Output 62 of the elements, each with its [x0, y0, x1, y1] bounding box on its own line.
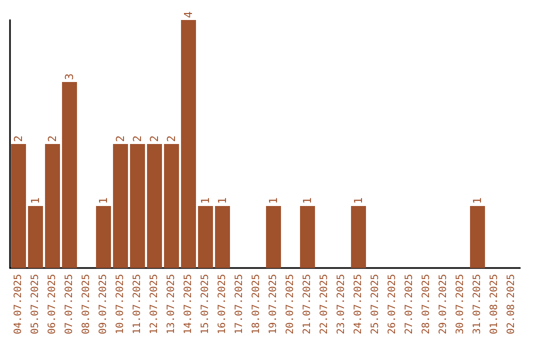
bar	[45, 144, 60, 268]
data-label: 1	[97, 197, 110, 204]
bar	[11, 144, 26, 268]
x-tick-label: 21.07.2025	[302, 274, 313, 334]
x-tick-label: 23.07.2025	[336, 274, 347, 334]
x-tick-label: 06.07.2025	[47, 274, 58, 334]
bar	[300, 206, 315, 268]
x-tick-label: 02.08.2025	[506, 274, 517, 334]
x-tick-label: 30.07.2025	[455, 274, 466, 334]
bar	[96, 206, 111, 268]
data-label: 3	[63, 73, 76, 80]
bar	[164, 144, 179, 268]
x-tick-label: 28.07.2025	[421, 274, 432, 334]
data-label: 1	[216, 197, 229, 204]
bar	[130, 144, 145, 268]
data-label: 1	[352, 197, 365, 204]
x-tick-label: 17.07.2025	[234, 274, 245, 334]
x-tick-label: 18.07.2025	[251, 274, 262, 334]
data-label: 1	[199, 197, 212, 204]
x-tick-label: 04.07.2025	[13, 274, 24, 334]
x-tick-label: 29.07.2025	[438, 274, 449, 334]
data-label: 1	[301, 197, 314, 204]
x-tick-label: 01.08.2025	[489, 274, 500, 334]
x-tick-label: 20.07.2025	[285, 274, 296, 334]
x-tick-label: 13.07.2025	[166, 274, 177, 334]
x-tick-label: 09.07.2025	[98, 274, 109, 334]
data-label: 2	[165, 135, 178, 142]
x-tick-label: 11.07.2025	[132, 274, 143, 334]
bar	[62, 82, 77, 268]
bar	[113, 144, 128, 268]
x-tick-label: 26.07.2025	[387, 274, 398, 334]
data-label: 4	[182, 11, 195, 18]
x-tick-label: 22.07.2025	[319, 274, 330, 334]
x-tick-label: 08.07.2025	[81, 274, 92, 334]
data-label: 2	[114, 135, 127, 142]
x-tick-label: 16.07.2025	[217, 274, 228, 334]
bar	[198, 206, 213, 268]
bar	[470, 206, 485, 268]
bar	[351, 206, 366, 268]
x-tick-label: 05.07.2025	[30, 274, 41, 334]
data-label: 2	[148, 135, 161, 142]
data-label: 2	[131, 135, 144, 142]
bar	[215, 206, 230, 268]
data-label: 1	[471, 197, 484, 204]
bar	[266, 206, 281, 268]
bar	[28, 206, 43, 268]
data-label: 1	[267, 197, 280, 204]
data-label: 1	[29, 197, 42, 204]
x-tick-label: 25.07.2025	[370, 274, 381, 334]
x-tick-label: 24.07.2025	[353, 274, 364, 334]
x-tick-label: 27.07.2025	[404, 274, 415, 334]
x-tick-label: 10.07.2025	[115, 274, 126, 334]
data-label: 2	[12, 135, 25, 142]
bar	[147, 144, 162, 268]
x-tick-label: 14.07.2025	[183, 274, 194, 334]
x-tick-label: 31.07.2025	[472, 274, 483, 334]
x-tick-label: 19.07.2025	[268, 274, 279, 334]
x-tick-label: 12.07.2025	[149, 274, 160, 334]
bar	[181, 20, 196, 268]
x-tick-label: 07.07.2025	[64, 274, 75, 334]
data-label: 2	[46, 135, 59, 142]
x-tick-label: 15.07.2025	[200, 274, 211, 334]
